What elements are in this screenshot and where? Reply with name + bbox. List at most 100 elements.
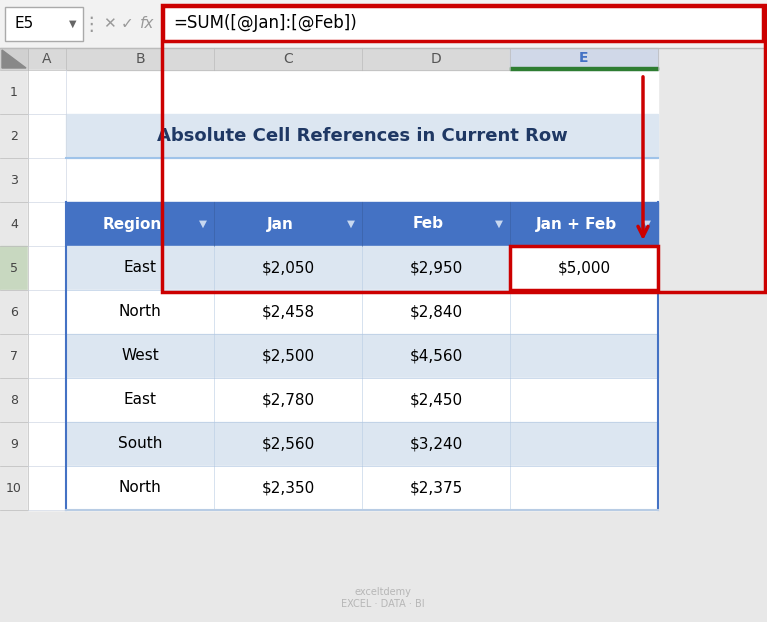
Bar xyxy=(0,466,28,510)
Text: $2,350: $2,350 xyxy=(262,481,314,496)
Text: Region: Region xyxy=(102,216,162,231)
Bar xyxy=(0,422,28,466)
Bar xyxy=(66,334,214,378)
Text: E: E xyxy=(579,51,589,65)
Bar xyxy=(28,70,66,114)
Text: 7: 7 xyxy=(10,350,18,363)
Polygon shape xyxy=(2,50,26,68)
Bar xyxy=(0,246,28,290)
Bar xyxy=(66,466,214,510)
Text: ▼: ▼ xyxy=(69,19,77,29)
Text: $2,780: $2,780 xyxy=(262,392,314,407)
Text: 6: 6 xyxy=(10,305,18,318)
Bar xyxy=(510,67,658,70)
Bar xyxy=(66,422,214,466)
Bar xyxy=(66,246,214,290)
Text: $2,375: $2,375 xyxy=(410,481,463,496)
Bar xyxy=(66,114,658,158)
Bar xyxy=(0,334,28,378)
Bar xyxy=(214,378,362,422)
Bar xyxy=(214,466,362,510)
Bar xyxy=(0,114,28,158)
Text: $2,950: $2,950 xyxy=(410,261,463,276)
Bar xyxy=(28,378,66,422)
Text: D: D xyxy=(430,52,441,66)
Bar xyxy=(0,158,28,202)
Bar xyxy=(510,48,658,70)
Text: 9: 9 xyxy=(10,437,18,450)
FancyBboxPatch shape xyxy=(5,7,83,41)
Text: Feb: Feb xyxy=(413,216,443,231)
Text: $2,500: $2,500 xyxy=(262,348,314,363)
Bar xyxy=(0,0,767,48)
Bar xyxy=(28,466,66,510)
Text: 3: 3 xyxy=(10,174,18,187)
Bar xyxy=(28,114,66,158)
Bar xyxy=(28,48,66,70)
Bar xyxy=(0,290,28,334)
Text: $3,240: $3,240 xyxy=(410,437,463,452)
Bar xyxy=(362,378,510,422)
Text: C: C xyxy=(283,52,293,66)
Text: ▼: ▼ xyxy=(495,219,503,229)
Text: North: North xyxy=(119,305,161,320)
Text: $2,050: $2,050 xyxy=(262,261,314,276)
Text: =SUM([@Jan]:[@Feb]): =SUM([@Jan]:[@Feb]) xyxy=(173,14,357,32)
Bar xyxy=(214,48,362,70)
Bar xyxy=(362,466,510,510)
Text: $2,450: $2,450 xyxy=(410,392,463,407)
Text: 4: 4 xyxy=(10,218,18,231)
Bar xyxy=(214,246,362,290)
Bar xyxy=(362,202,510,246)
FancyBboxPatch shape xyxy=(163,6,763,41)
Text: B: B xyxy=(135,52,145,66)
Bar xyxy=(66,290,214,334)
Bar xyxy=(28,334,66,378)
Bar xyxy=(28,202,66,246)
Bar xyxy=(510,246,658,290)
Text: Jan: Jan xyxy=(267,216,294,231)
Text: 5: 5 xyxy=(10,261,18,274)
Text: ▼: ▼ xyxy=(643,219,651,229)
Text: East: East xyxy=(123,392,156,407)
Bar xyxy=(214,202,362,246)
Bar xyxy=(28,70,658,510)
Text: ✓: ✓ xyxy=(120,17,133,32)
Text: 2: 2 xyxy=(10,129,18,142)
Text: 10: 10 xyxy=(6,481,22,494)
Text: West: West xyxy=(121,348,159,363)
Text: $5,000: $5,000 xyxy=(558,261,611,276)
Bar xyxy=(362,246,510,290)
Text: 1: 1 xyxy=(10,85,18,98)
Bar xyxy=(510,202,658,246)
Bar xyxy=(214,334,362,378)
Bar xyxy=(510,378,658,422)
Text: $2,458: $2,458 xyxy=(262,305,314,320)
Text: Jan + Feb: Jan + Feb xyxy=(535,216,617,231)
Text: exceltdemy
EXCEL · DATA · BI: exceltdemy EXCEL · DATA · BI xyxy=(341,587,425,609)
Bar xyxy=(66,202,214,246)
Text: North: North xyxy=(119,481,161,496)
Bar xyxy=(28,422,66,466)
Text: 8: 8 xyxy=(10,394,18,407)
Text: E5: E5 xyxy=(15,17,35,32)
Bar xyxy=(28,290,66,334)
Bar xyxy=(0,378,28,422)
Text: $2,560: $2,560 xyxy=(262,437,314,452)
Bar xyxy=(510,422,658,466)
Bar xyxy=(214,422,362,466)
Bar xyxy=(28,246,66,290)
Text: ✕: ✕ xyxy=(103,17,115,32)
Bar xyxy=(510,466,658,510)
Bar xyxy=(510,290,658,334)
Bar xyxy=(0,202,28,246)
Bar xyxy=(66,378,214,422)
Text: A: A xyxy=(42,52,51,66)
Bar xyxy=(362,334,510,378)
Bar xyxy=(0,70,28,114)
Bar xyxy=(510,334,658,378)
Bar xyxy=(362,422,510,466)
Bar xyxy=(66,48,214,70)
Text: Absolute Cell References in Current Row: Absolute Cell References in Current Row xyxy=(156,127,568,145)
Bar xyxy=(28,158,66,202)
